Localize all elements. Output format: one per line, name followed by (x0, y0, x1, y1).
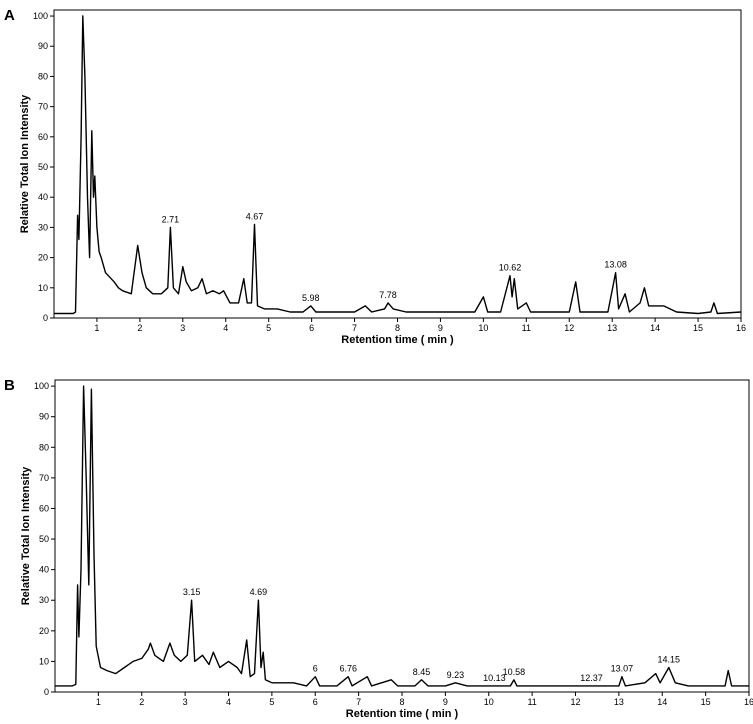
trace (54, 15, 742, 315)
peak-label: 10.58 (503, 667, 526, 677)
x-tick-label: 15 (693, 323, 703, 333)
x-tick-label: 16 (736, 323, 746, 333)
x-tick-label: 1 (94, 323, 99, 333)
trace (55, 385, 749, 687)
y-axis-label: Relative Total Ion Intensity (20, 466, 32, 605)
x-tick-label: 2 (139, 697, 144, 707)
plot-frame (54, 379, 750, 693)
peak-label: 13.07 (611, 664, 634, 674)
x-axis-label: Retention time ( min ) (346, 708, 459, 720)
y-tick-label: 70 (38, 102, 48, 112)
peak-label: 6 (313, 664, 318, 674)
y-tick-label: 50 (39, 534, 49, 544)
x-tick-label: 9 (438, 323, 443, 333)
peak-label: 6.76 (339, 664, 357, 674)
x-tick-label: 12 (564, 323, 574, 333)
y-tick-label: 10 (38, 283, 48, 293)
y-tick-label: 20 (39, 626, 49, 636)
x-tick-label: 6 (309, 323, 314, 333)
y-tick-label: 90 (39, 412, 49, 422)
peak-label: 8.45 (413, 667, 431, 677)
y-tick-label: 40 (38, 192, 48, 202)
x-tick-label: 5 (266, 323, 271, 333)
panel-label: A (4, 7, 15, 24)
x-tick-label: 3 (180, 323, 185, 333)
peak-label: 4.67 (246, 211, 264, 221)
x-tick-label: 7 (356, 697, 361, 707)
x-tick-label: 14 (650, 323, 660, 333)
y-tick-label: 80 (38, 71, 48, 81)
y-tick-label: 50 (38, 162, 48, 172)
x-tick-label: 13 (607, 323, 617, 333)
x-tick-label: 11 (527, 697, 536, 707)
x-axis-label: Retention time ( min ) (341, 334, 454, 346)
peak-label: 10.62 (499, 263, 522, 273)
peak-label: 9.23 (447, 670, 465, 680)
x-tick-label: 16 (744, 697, 753, 707)
y-tick-label: 10 (39, 656, 49, 666)
x-tick-label: 6 (313, 697, 318, 707)
y-tick-label: 30 (38, 222, 48, 232)
x-tick-label: 10 (484, 697, 494, 707)
x-tick-label: 13 (614, 697, 624, 707)
peak-label: 14.15 (657, 655, 680, 665)
peak-label: 4.69 (250, 587, 268, 597)
plot-frame (53, 9, 742, 319)
y-tick-label: 70 (39, 473, 49, 483)
x-tick-label: 8 (395, 323, 400, 333)
peak-label: 5.98 (302, 293, 320, 303)
x-tick-label: 15 (701, 697, 711, 707)
x-tick-label: 7 (352, 323, 357, 333)
x-tick-label: 12 (570, 697, 580, 707)
peak-label: 2.71 (162, 214, 180, 224)
x-tick-label: 1 (96, 697, 101, 707)
x-tick-label: 4 (226, 697, 231, 707)
x-tick-label: 14 (657, 697, 667, 707)
y-tick-label: 20 (38, 253, 48, 263)
x-tick-label: 10 (478, 323, 488, 333)
x-tick-label: 3 (183, 697, 188, 707)
x-tick-label: 4 (223, 323, 228, 333)
peak-label: 7.78 (379, 290, 397, 300)
y-tick-label: 90 (38, 41, 48, 51)
y-tick-label: 80 (39, 442, 49, 452)
y-tick-label: 30 (39, 595, 49, 605)
peak-label: 3.15 (183, 587, 201, 597)
peak-label: 13.08 (604, 260, 627, 270)
x-tick-label: 9 (443, 697, 448, 707)
panel-label: B (4, 377, 15, 394)
y-tick-label: 0 (43, 313, 48, 323)
y-tick-label: 40 (39, 565, 49, 575)
peak-label: 12.37 (580, 673, 603, 683)
x-tick-label: 11 (522, 323, 531, 333)
y-tick-label: 60 (38, 132, 48, 142)
x-tick-label: 8 (399, 697, 404, 707)
y-tick-label: 0 (44, 687, 49, 697)
y-axis-label: Relative Total Ion Intensity (19, 94, 31, 233)
peak-label: 10.13 (483, 673, 506, 683)
y-tick-label: 100 (33, 11, 48, 21)
x-tick-label: 5 (269, 697, 274, 707)
x-tick-label: 2 (137, 323, 142, 333)
y-tick-label: 100 (34, 381, 49, 391)
y-tick-label: 60 (39, 503, 49, 513)
